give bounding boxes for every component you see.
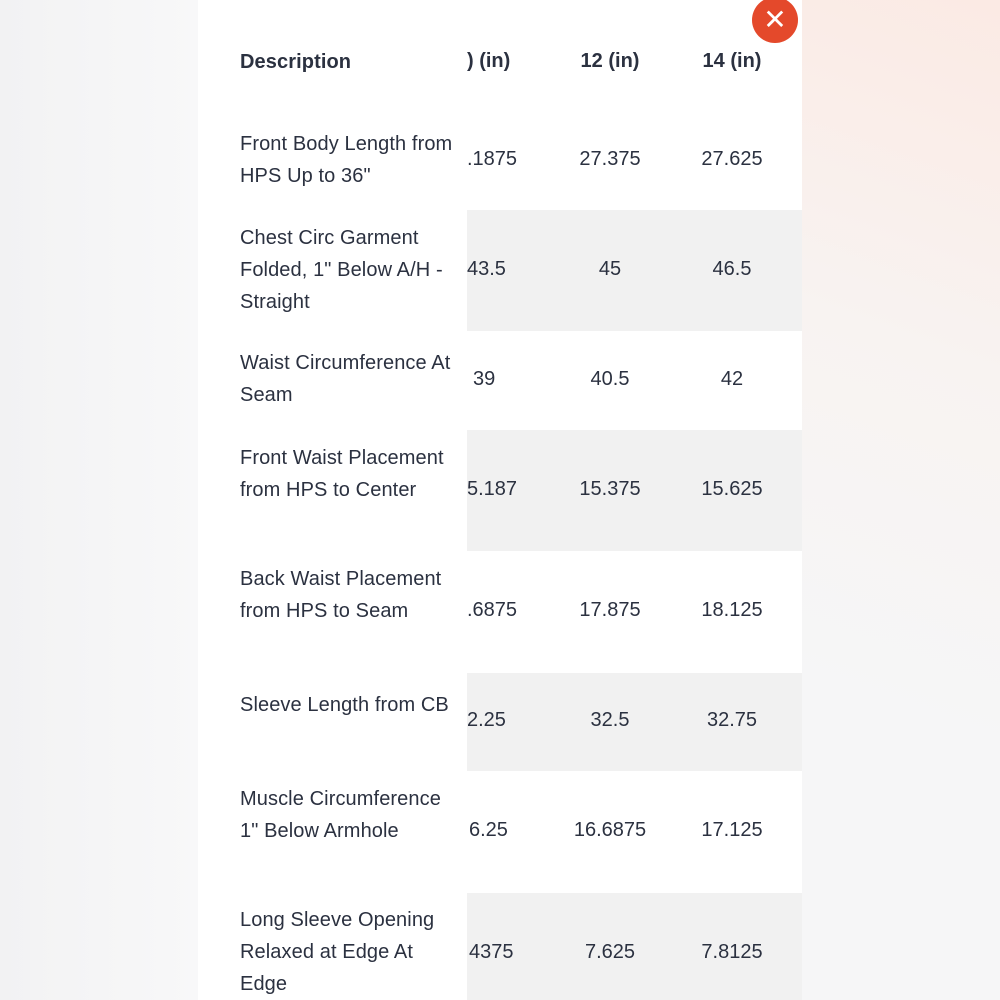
row-value-size-12: 16.6875	[573, 819, 647, 841]
row-value-size-14: 46.5	[712, 258, 752, 280]
row-description: Front Body Length from HPS Up to 36"	[240, 133, 453, 187]
row-description: Waist Circumference At Seam	[240, 352, 451, 406]
table-row: Back Waist Placement from HPS to Seam .6…	[198, 551, 802, 673]
row-value-size-10: .6875	[467, 599, 518, 621]
row-description: Back Waist Placement from HPS to Seam	[240, 568, 442, 622]
row-value-size-12: 32.5	[590, 709, 630, 731]
values-cell-bg	[467, 430, 802, 551]
table-row: Waist Circumference At Seam 39 40.5 42	[198, 331, 802, 430]
row-value-size-10: .1875	[467, 148, 518, 170]
row-value-size-14: 15.625	[701, 478, 763, 500]
row-description: Sleeve Length from CB	[240, 694, 449, 716]
row-value-size-10: 5.187	[467, 478, 518, 500]
header-description: Description	[240, 51, 352, 73]
row-value-size-12: 27.375	[579, 148, 641, 170]
table-row: Front Body Length from HPS Up to 36" .18…	[198, 120, 802, 210]
header-size-14: 14 (in)	[702, 50, 762, 72]
row-value-size-12: 15.375	[579, 478, 641, 500]
values-cell-bg	[467, 673, 802, 771]
row-description: Long Sleeve Opening Relaxed at Edge At E…	[240, 909, 435, 995]
row-value-size-14: 32.75	[706, 709, 758, 731]
table-row: Muscle Circumference 1" Below Armhole 6.…	[198, 771, 802, 893]
row-value-size-12: 45	[598, 258, 622, 280]
row-value-size-10: 4375	[469, 941, 514, 963]
row-value-size-14: 18.125	[701, 599, 763, 621]
header-size-10: ) (in)	[467, 50, 511, 72]
size-chart-sheet: Description ) (in) 12 (in) 14 (in) Front…	[198, 0, 802, 1000]
close-icon[interactable]: ✕	[752, 0, 798, 43]
row-description: Front Waist Placement from HPS to Center	[240, 447, 444, 501]
row-description: Muscle Circumference 1" Below Armhole	[240, 788, 441, 842]
row-value-size-12: 40.5	[590, 368, 630, 390]
table-row: Long Sleeve Opening Relaxed at Edge At E…	[198, 893, 802, 1000]
row-value-size-10: 43.5	[467, 258, 506, 280]
row-value-size-14: 27.625	[701, 148, 763, 170]
row-value-size-14: 42	[720, 368, 744, 390]
background-left	[0, 0, 198, 1000]
table-row: Front Waist Placement from HPS to Center…	[198, 430, 802, 551]
row-value-size-12: 17.875	[579, 599, 641, 621]
row-value-size-10: 2.25	[467, 709, 506, 731]
values-cell-bg	[467, 893, 802, 1000]
row-value-size-14: 7.8125	[701, 941, 763, 963]
row-value-size-10: 6.25	[469, 819, 508, 841]
table-row: Chest Circ Garment Folded, 1" Below A/H …	[198, 210, 802, 331]
row-value-size-14: 17.125	[701, 819, 763, 841]
table-row: Sleeve Length from CB 2.25 32.5 32.75	[198, 673, 802, 771]
table-header-row: Description ) (in) 12 (in) 14 (in)	[198, 0, 802, 120]
values-cell-bg	[467, 210, 802, 331]
row-value-size-10: 39	[473, 368, 496, 390]
row-description: Chest Circ Garment Folded, 1" Below A/H …	[240, 227, 443, 313]
row-value-size-12: 7.625	[584, 941, 636, 963]
background-right	[802, 0, 1000, 1000]
header-size-12: 12 (in)	[580, 50, 640, 72]
